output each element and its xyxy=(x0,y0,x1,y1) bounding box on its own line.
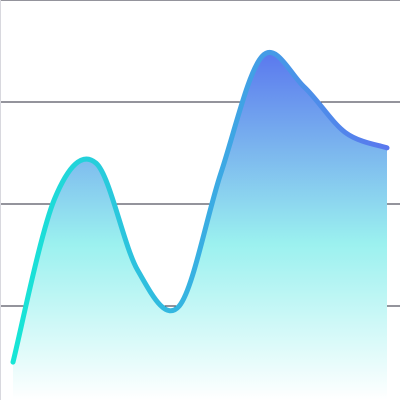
area-fill xyxy=(13,52,387,400)
series-line xyxy=(10,50,390,365)
